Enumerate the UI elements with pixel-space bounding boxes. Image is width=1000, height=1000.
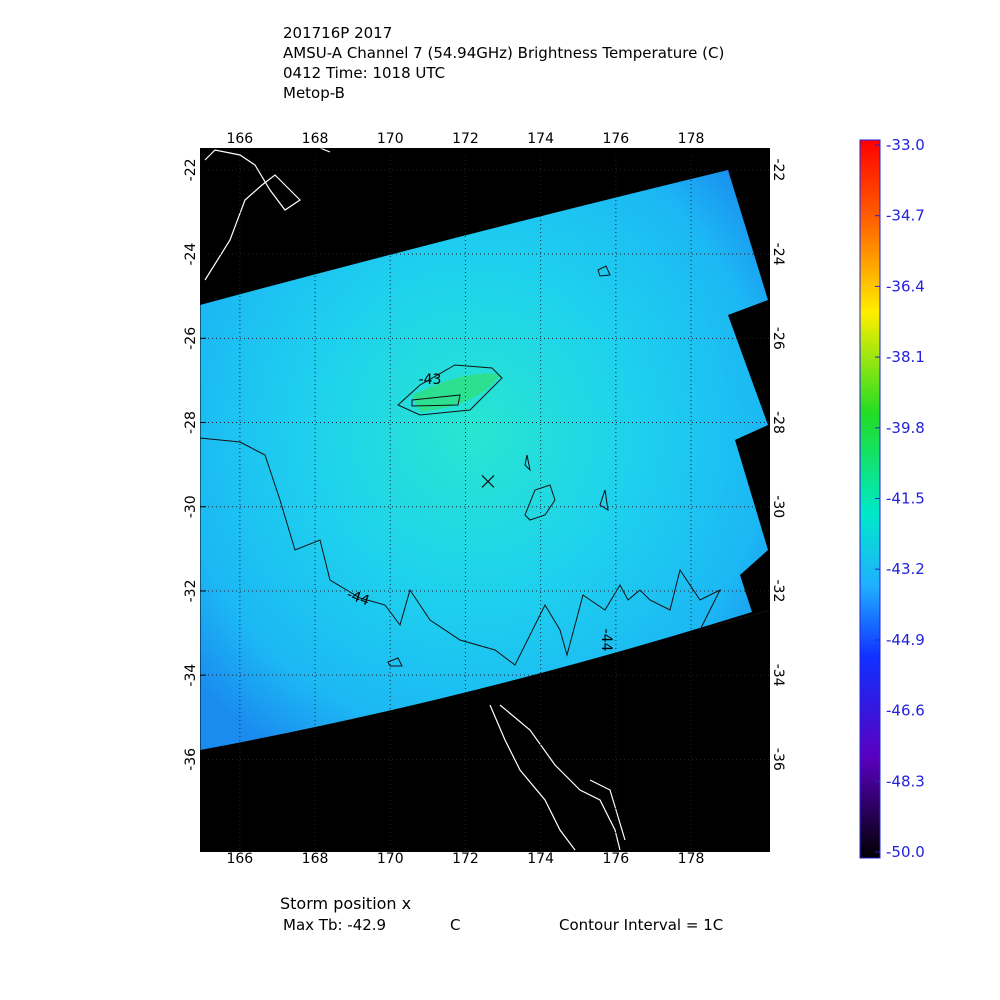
storm-marker [481, 475, 495, 488]
x-tick-label: 166 [226, 851, 253, 867]
y-tick-label: -22 [770, 158, 786, 181]
contour-label: -44 [345, 587, 372, 610]
colorbar-label: -50.0 [886, 843, 925, 861]
colorbar-label: -44.9 [886, 631, 925, 649]
x-tick-label: 178 [678, 851, 705, 867]
colorbar-label: -48.3 [886, 772, 925, 790]
title-line: 0412 Time: 1018 UTC [283, 64, 445, 82]
title-line: Metop-B [283, 84, 345, 102]
colorbar-label: -39.8 [886, 419, 925, 437]
x-tick-label: 174 [527, 851, 554, 867]
swath [200, 170, 768, 750]
y-tick-label: -22 [183, 158, 199, 181]
title-line: AMSU-A Channel 7 (54.94GHz) Brightness T… [283, 44, 724, 62]
colorbar-label: -43.2 [886, 560, 925, 578]
y-tick-label: -34 [183, 664, 199, 687]
y-tick-label: -30 [183, 495, 199, 518]
contour-line [200, 437, 770, 666]
y-tick-label: -26 [770, 327, 786, 350]
colorbar-label: -41.5 [886, 490, 925, 508]
title-line: 201716P 2017 [283, 24, 392, 42]
footer-interval: Contour Interval = 1C [559, 916, 723, 934]
y-tick-label: -28 [770, 411, 786, 434]
map-area [200, 148, 770, 852]
x-tick-label: 176 [602, 851, 629, 867]
footer-storm: Storm position x [280, 894, 411, 913]
colorbar-label: -34.7 [886, 207, 925, 225]
y-tick-label: -36 [183, 748, 199, 771]
colorbar-label: -33.0 [886, 136, 925, 154]
colorbar-label: -46.6 [886, 702, 925, 720]
footer-max-tb: Max Tb: -42.9 [283, 916, 386, 934]
y-tick-label: -32 [770, 580, 786, 603]
x-tick-label: 174 [527, 131, 554, 147]
y-tick-label: -26 [183, 327, 199, 350]
colorbar-label: -36.4 [886, 277, 925, 295]
y-tick-label: -30 [770, 495, 786, 518]
contour-label: -44 [598, 629, 614, 652]
x-tick-label: 170 [377, 131, 404, 147]
x-tick-label: 166 [226, 131, 253, 147]
x-tick-label: 172 [452, 131, 479, 147]
colorbar-label: -38.1 [886, 348, 925, 366]
x-tick-label: 172 [452, 851, 479, 867]
x-tick-label: 176 [602, 131, 629, 147]
footer-max-tb-unit: C [450, 916, 460, 934]
y-tick-label: -24 [770, 243, 786, 266]
contour-label: -43 [419, 372, 442, 388]
x-tick-label: 178 [678, 131, 705, 147]
y-tick-label: -36 [770, 748, 786, 771]
y-tick-label: -24 [183, 243, 199, 266]
y-tick-label: -34 [770, 664, 786, 687]
x-tick-label: 168 [302, 851, 329, 867]
y-tick-label: -32 [183, 580, 199, 603]
y-tick-label: -28 [183, 411, 199, 434]
coastline [489, 704, 626, 851]
coastline [204, 148, 331, 281]
x-tick-label: 170 [377, 851, 404, 867]
contour-line [387, 265, 611, 667]
warm-spot [412, 373, 500, 412]
x-tick-label: 168 [302, 131, 329, 147]
